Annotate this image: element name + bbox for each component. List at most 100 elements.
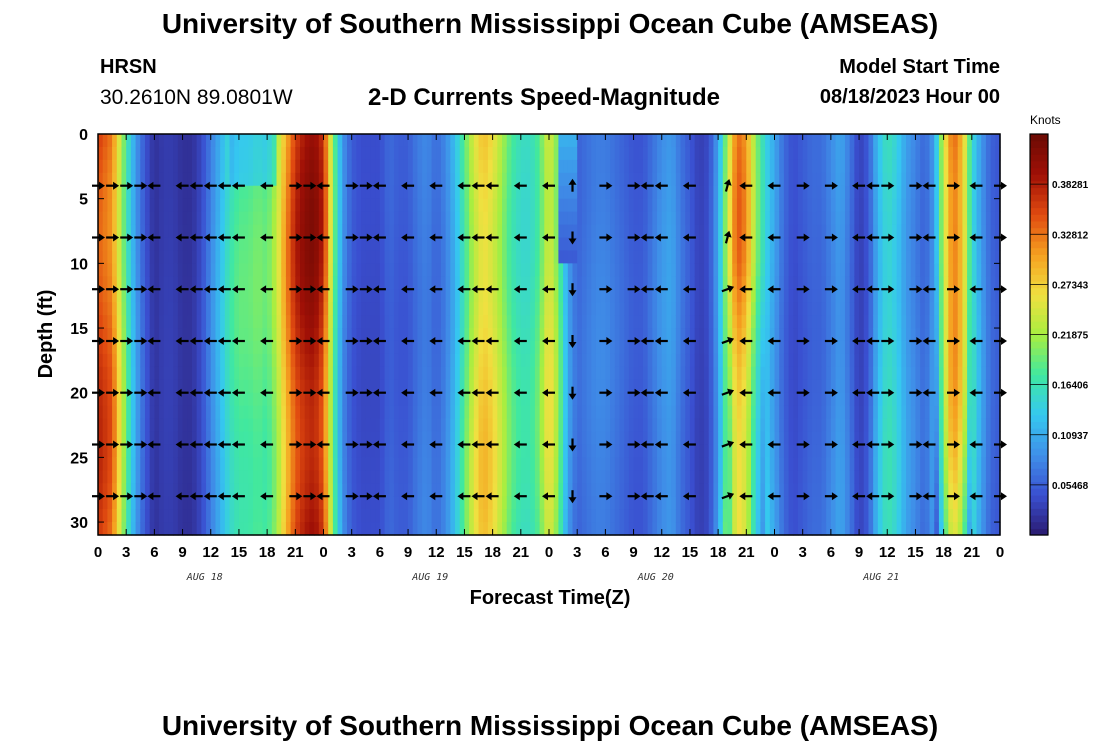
heatmap-cell [689, 263, 696, 277]
heatmap-cell [581, 198, 588, 213]
heatmap-cell [572, 224, 578, 239]
heatmap-cell [614, 483, 621, 497]
heatmap-cell [614, 366, 621, 381]
heatmap-cell [107, 392, 113, 407]
heatmap-cell [431, 444, 437, 458]
heatmap-cell [473, 353, 480, 368]
heatmap-cell [224, 159, 231, 174]
heatmap-cell [525, 328, 531, 342]
heatmap-cell [398, 366, 404, 381]
heatmap-cell [600, 496, 606, 510]
heatmap-cell [220, 211, 226, 226]
heatmap-cell [436, 302, 442, 316]
heatmap-cell [502, 198, 508, 213]
heatmap-cell [431, 159, 437, 174]
heatmap-cell [116, 418, 123, 433]
heatmap-cell [210, 379, 217, 394]
heatmap-cell [746, 366, 752, 381]
heatmap-cell [248, 366, 254, 381]
heatmap-cell [755, 353, 762, 368]
heatmap-cell [544, 185, 550, 200]
heatmap-cell [262, 483, 268, 497]
heatmap-cell [384, 185, 390, 200]
heatmap-cell [253, 328, 259, 342]
heatmap-cell [112, 470, 118, 484]
heatmap-cell [290, 470, 296, 484]
heatmap-cell [624, 470, 630, 484]
heatmap-cell [257, 276, 264, 290]
heatmap-cell [224, 134, 231, 148]
heatmap-cell [464, 289, 470, 303]
heatmap-cell [713, 483, 719, 497]
heatmap-cell [751, 159, 757, 174]
heatmap-cell [314, 198, 320, 213]
heatmap-cell [642, 522, 649, 536]
heatmap-cell [755, 340, 762, 355]
heatmap-cell [779, 198, 785, 213]
heatmap-cell [549, 159, 555, 174]
heatmap-cell [685, 457, 691, 471]
heatmap-cell [98, 392, 104, 407]
heatmap-cell [807, 315, 813, 329]
heatmap-cell [440, 392, 447, 407]
heatmap-cell [751, 392, 757, 407]
heatmap-cell [417, 237, 423, 252]
heatmap-cell [751, 224, 757, 239]
heatmap-cell [840, 444, 846, 458]
heatmap-cell [675, 418, 682, 433]
heatmap-cell [384, 457, 390, 471]
heatmap-cell [633, 522, 639, 536]
heatmap-cell [107, 457, 113, 471]
heatmap-cell [224, 457, 231, 471]
heatmap-cell [168, 328, 174, 342]
heatmap-cell [534, 509, 541, 523]
heatmap-cell [121, 340, 127, 355]
heatmap-cell [732, 159, 738, 174]
heatmap-cell [450, 483, 456, 497]
heatmap-cell [530, 340, 536, 355]
heatmap-cell [783, 224, 790, 239]
heatmap-cell [285, 457, 292, 471]
heatmap-cell [182, 418, 188, 433]
heatmap-cell [821, 431, 827, 446]
heatmap-cell [708, 496, 715, 510]
heatmap-cell [591, 509, 597, 523]
heatmap-cell [408, 392, 414, 407]
heatmap-cell [751, 340, 757, 355]
heatmap-cell [534, 198, 541, 213]
heatmap-cell [506, 211, 513, 226]
heatmap-cell [577, 134, 583, 148]
heatmap-cell [812, 289, 818, 303]
heatmap-cell [689, 159, 696, 174]
heatmap-cell [422, 392, 428, 407]
heatmap-cell [112, 379, 118, 394]
heatmap-cell [628, 353, 635, 368]
heatmap-cell [440, 522, 447, 536]
heatmap-cell [220, 134, 226, 148]
heatmap-cell [751, 211, 757, 226]
heatmap-cell [464, 496, 470, 510]
heatmap-cell [144, 276, 151, 290]
heatmap-cell [835, 134, 841, 148]
heatmap-cell [408, 470, 414, 484]
heatmap-cell [746, 431, 752, 446]
heatmap-cell [713, 185, 719, 200]
heatmap-cell [140, 328, 146, 342]
heatmap-cell [553, 198, 559, 213]
heatmap-cell [563, 457, 569, 471]
heatmap-cell [713, 470, 719, 484]
heatmap-cell [765, 353, 771, 368]
heatmap-cell [511, 134, 517, 148]
heatmap-cell [290, 289, 296, 303]
heatmap-cell [746, 211, 752, 226]
heatmap-cell [689, 353, 696, 368]
heatmap-cell [112, 509, 118, 523]
heatmap-cell [257, 302, 264, 316]
heatmap-cell [793, 289, 799, 303]
heatmap-cell [563, 392, 569, 407]
heatmap-cell [783, 289, 790, 303]
heatmap-cell [826, 289, 832, 303]
heatmap-cell [328, 276, 334, 290]
heatmap-cell [267, 457, 273, 471]
heatmap-cell [732, 353, 738, 368]
